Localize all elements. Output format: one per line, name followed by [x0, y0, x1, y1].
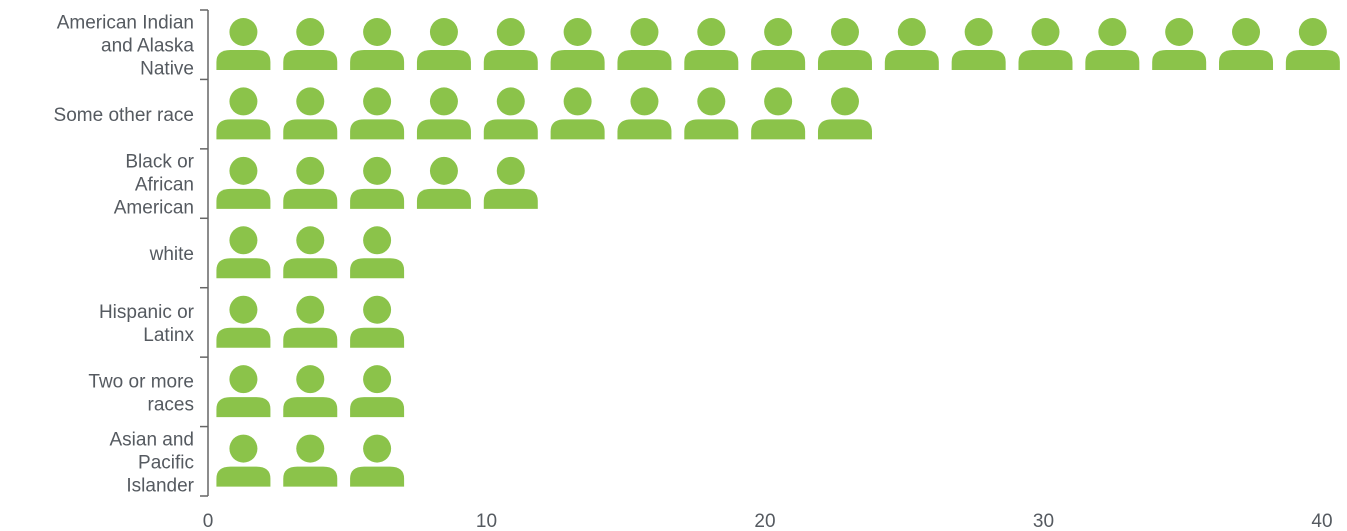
person-icon	[483, 87, 538, 140]
person-icon	[216, 226, 271, 279]
person-icon	[550, 18, 605, 70]
person-icon	[283, 226, 338, 279]
category-label: Some other race	[54, 105, 194, 126]
person-icon	[350, 87, 405, 140]
person-icon	[1219, 18, 1274, 70]
person-icon	[1018, 18, 1073, 70]
person-icon	[550, 87, 605, 140]
person-icon	[216, 87, 271, 140]
pictograph-row	[216, 87, 872, 140]
person-icon	[416, 18, 471, 70]
category-label-line: Native	[140, 59, 194, 80]
category-label: Two or more races	[88, 371, 194, 415]
person-icon	[416, 156, 471, 209]
category-label-line: Latinx	[143, 325, 194, 346]
person-icon	[216, 295, 271, 348]
x-tick-label: 30	[1033, 511, 1054, 531]
person-icon	[684, 87, 739, 140]
person-icon	[350, 156, 405, 209]
person-icon	[350, 295, 405, 348]
pictograph-row	[216, 365, 405, 418]
x-tick-label: 10	[476, 511, 497, 531]
person-icon	[951, 18, 1006, 70]
x-tick-label: 40	[1311, 511, 1332, 531]
person-icon	[1285, 18, 1340, 70]
person-icon	[283, 87, 338, 140]
category-label-line: Some other race	[54, 105, 194, 126]
person-icon	[1085, 18, 1140, 70]
person-icon	[216, 18, 271, 70]
person-icon	[283, 365, 338, 418]
category-label-line: and Alaska	[101, 36, 194, 57]
category-label-line: Pacific	[138, 452, 194, 473]
person-icon	[751, 87, 806, 140]
pictograph-row	[216, 156, 538, 209]
person-icon	[617, 18, 672, 70]
pictograph-row	[216, 434, 405, 487]
x-tick-label: 0	[203, 511, 214, 531]
person-icon	[483, 156, 538, 209]
person-icon	[283, 18, 338, 70]
category-label: Hispanic or Latinx	[99, 302, 195, 346]
category-label: Asian and Pacific Islander	[109, 429, 194, 496]
category-label-line: races	[148, 394, 194, 415]
pictograph-row	[216, 295, 405, 348]
category-label-line: Hispanic or	[99, 302, 195, 323]
person-icon	[216, 156, 271, 209]
category-label: Black or African American	[114, 152, 195, 219]
category-label-line: African	[135, 175, 194, 196]
person-icon	[350, 365, 405, 418]
person-icon	[283, 156, 338, 209]
x-axis: 0 10 20 30 40	[203, 511, 1333, 531]
category-label: white	[149, 244, 194, 265]
icon-rows	[216, 18, 1340, 487]
person-icon	[684, 18, 739, 70]
category-label-line: Two or more	[88, 371, 194, 392]
person-icon	[617, 87, 672, 140]
person-icon	[751, 18, 806, 70]
person-icon	[283, 434, 338, 487]
person-icon	[350, 18, 405, 70]
category-label-line: Asian and	[109, 429, 194, 450]
category-label-line: American	[114, 198, 194, 219]
x-tick-label: 20	[754, 511, 775, 531]
person-icon	[817, 18, 872, 70]
pictograph-row	[216, 18, 1340, 70]
person-icon	[416, 87, 471, 140]
person-icon	[283, 295, 338, 348]
category-label-line: Islander	[126, 475, 194, 496]
person-icon	[350, 226, 405, 279]
category-label: American Indian and Alaska Native	[57, 13, 195, 80]
person-icon	[483, 18, 538, 70]
person-icon	[350, 434, 405, 487]
person-icon	[817, 87, 872, 140]
category-label-line: Black or	[125, 152, 194, 173]
person-icon	[1152, 18, 1207, 70]
y-axis: American Indian and Alaska Native Some othe…	[54, 9, 209, 497]
category-label-line: American Indian	[57, 13, 194, 34]
person-icon	[884, 18, 939, 70]
category-label-line: white	[149, 244, 194, 265]
person-icon	[216, 365, 271, 418]
pictograph-row	[216, 226, 405, 279]
person-icon	[216, 434, 271, 487]
